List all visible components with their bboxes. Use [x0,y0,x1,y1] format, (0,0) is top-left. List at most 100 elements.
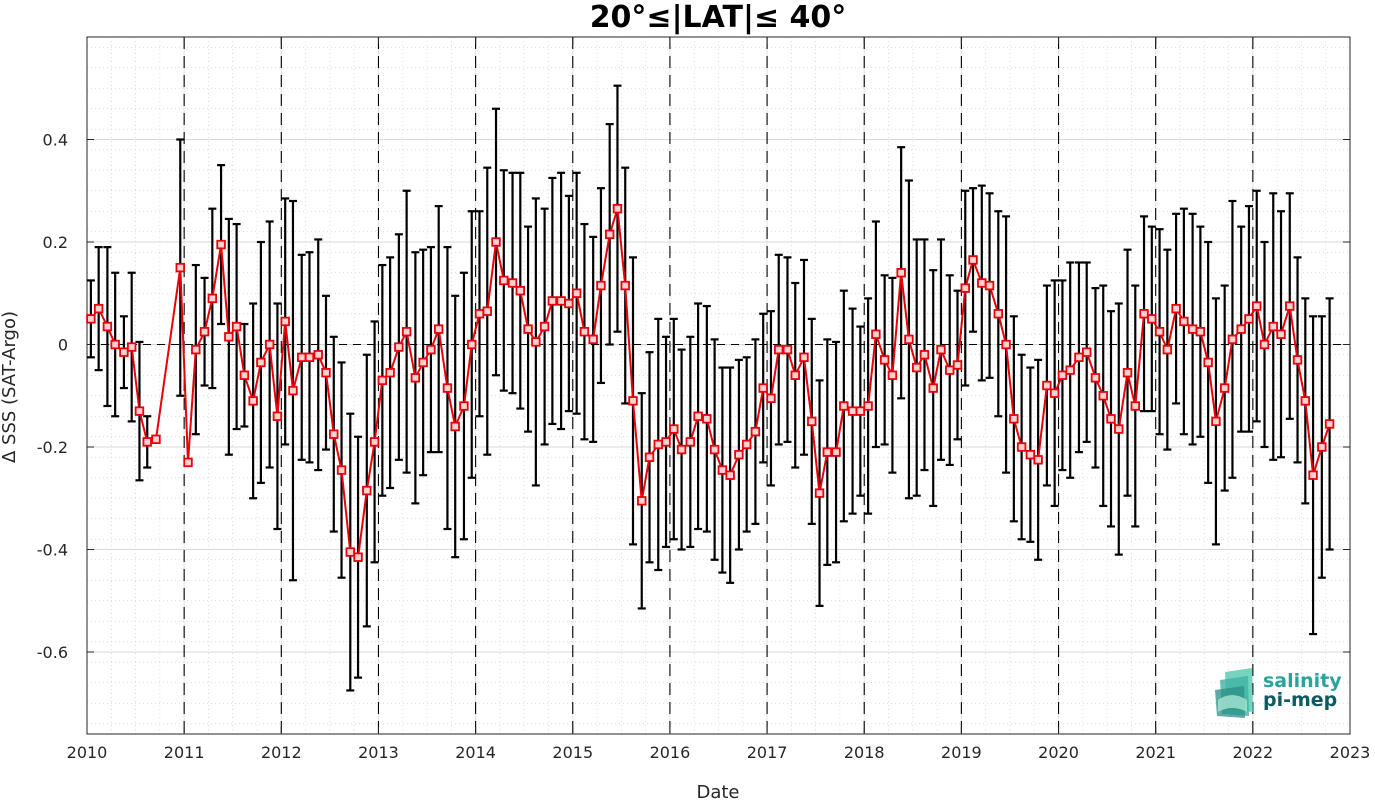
data-point [1236,324,1246,334]
data-point [1001,339,1011,350]
data-point [579,326,590,337]
data-point [799,352,809,363]
data-point [741,439,752,450]
data-point [1195,326,1206,337]
data-point [353,552,363,562]
data-point [911,362,922,373]
data-point [1268,321,1278,332]
data-point [199,326,210,337]
data-point [1057,370,1068,380]
data-point [1324,419,1335,429]
data-point [369,437,380,447]
data-point [377,375,388,386]
data-point [442,383,453,393]
data-point [1154,326,1165,337]
data-point [1147,314,1157,324]
data-point [661,437,671,447]
data-point [1252,301,1262,311]
data-point [1308,470,1318,480]
y-tick-label: 0.2 [43,233,68,252]
data-point [871,329,881,339]
data-point [839,401,849,411]
data-point [693,411,703,421]
data-point [676,444,687,455]
data-point [345,547,355,557]
y-tick-label: 0.4 [43,131,68,150]
data-point [685,437,696,447]
data-point [531,337,541,347]
data-point [790,370,800,380]
wave-emblem-icon [1215,668,1253,718]
y-tick-label: -0.2 [37,438,68,457]
x-tick-labels: 2010 2011 2012 2013 2014 2015 2016 2017 2018 2019… [67,743,1371,762]
data-point [604,229,615,240]
data-point [725,470,735,480]
data-point [945,365,955,375]
data-point [919,350,930,360]
data-point [175,262,185,273]
tick-marks [86,37,1351,734]
y-tick-label: -0.6 [37,643,68,662]
data-point [1025,449,1036,460]
data-point [86,314,96,324]
data-point [1317,442,1327,452]
data-point [264,339,275,350]
data-point [1082,347,1092,357]
data-point [1276,329,1286,339]
data-point [653,439,663,450]
data-point [231,321,242,332]
data-point [588,334,598,345]
data-point [717,465,728,475]
data-point [977,278,987,288]
data-point [1244,314,1254,324]
data-point [507,278,518,288]
data-point [596,280,606,291]
data-point [709,444,720,455]
data-point [239,370,250,380]
data-point [928,383,938,393]
x-tick-label: 2022 [1232,743,1273,762]
data-point [385,367,395,378]
data-point [628,396,638,406]
data-point [547,296,558,306]
data-point [1106,414,1116,424]
data-point [831,447,841,457]
y-axis-label: Δ SSS (SAT-Argo) [0,311,20,463]
plot-area-frame [86,36,1351,735]
data-point [571,288,582,298]
data-point [280,316,290,327]
data-point [896,268,906,278]
data-point [362,485,372,496]
x-tick-label: 2014 [455,743,496,762]
data-point [1065,365,1075,375]
logo-line1: salinity [1263,670,1342,692]
data-point [1114,424,1124,434]
data-point [1130,401,1140,411]
data-point [1009,414,1019,424]
x-tick-label: 2017 [747,743,788,762]
data-point [984,280,995,291]
data-point [774,344,784,355]
y-tick-labels: 0.4 0.2 0 -0.2 -0.4 -0.6 [37,131,68,663]
data-point [329,429,339,439]
x-axis-label: Date [696,782,739,801]
x-tick-label: 2011 [164,743,205,762]
data-point [1122,367,1133,378]
data-point [288,385,298,396]
data-point [401,326,412,337]
data-point [1042,380,1052,391]
y-tick-label: -0.4 [37,541,68,560]
data-point [191,344,201,355]
data-point [426,344,436,355]
data-point [1285,301,1295,311]
data-point [491,237,501,247]
x-tick-label: 2015 [552,743,593,762]
data-point [904,334,914,345]
data-point [418,357,428,368]
data-point [620,280,630,291]
data-point [879,355,890,365]
data-point [1074,352,1084,363]
x-tick-label: 2020 [1038,743,1079,762]
